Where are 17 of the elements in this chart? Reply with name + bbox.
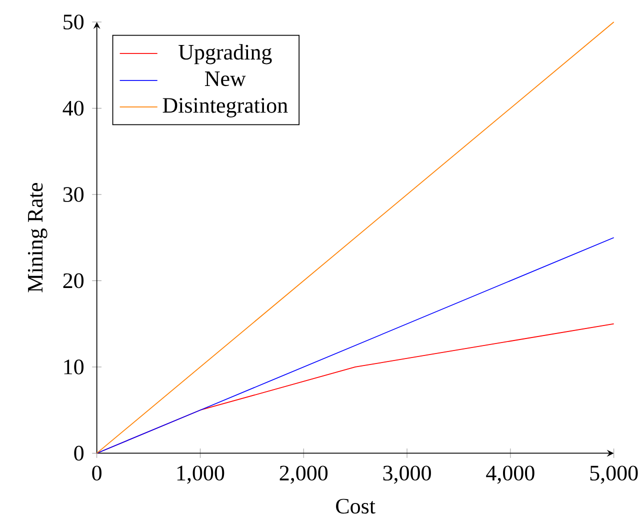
y-tick-label: 10 [64, 359, 84, 374]
y-tick-label: 20 [63, 273, 84, 288]
legend-label: Disintegration [162, 98, 288, 118]
x-axis-title: Cost [336, 498, 376, 514]
y-axis-title: Mining Rate [28, 182, 48, 292]
x-tick-label: 3,000 [383, 466, 431, 484]
x-tick-label: 0 [92, 466, 102, 480]
x-tick-label: 2,000 [280, 466, 328, 484]
y-tick-label: 30 [63, 187, 84, 202]
legend-label: New [204, 71, 246, 86]
y-tick-label: 50 [64, 14, 84, 30]
y-tick-label: 40 [62, 100, 84, 116]
y-tick-label: 0 [74, 446, 84, 461]
legend-label: Upgrading [178, 44, 272, 64]
x-tick-label: 1,000 [177, 466, 224, 484]
x-tick-label: 4,000 [486, 466, 534, 484]
x-tick-label: 5,000 [590, 466, 638, 484]
